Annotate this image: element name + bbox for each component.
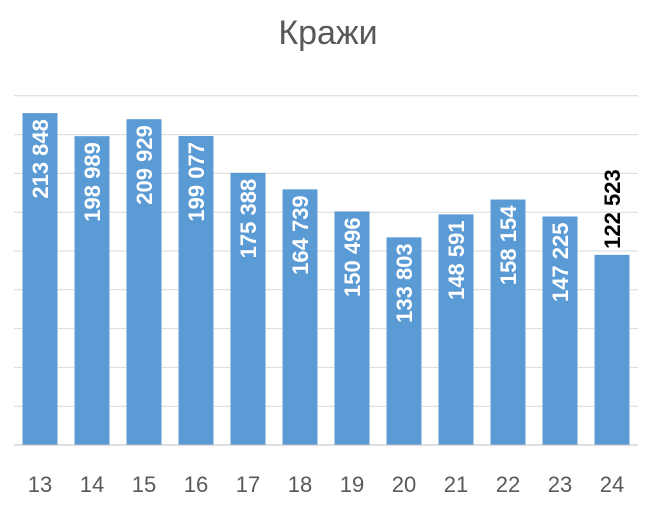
bar — [334, 211, 370, 445]
bar — [282, 189, 318, 445]
x-tick-label: 16 — [184, 472, 208, 497]
data-label: 164 739 — [288, 195, 313, 275]
bar — [74, 136, 110, 445]
x-tick-label: 18 — [288, 472, 312, 497]
x-tick-label: 20 — [392, 472, 416, 497]
x-tick-label: 22 — [496, 472, 520, 497]
x-tick-label: 23 — [548, 472, 572, 497]
x-tick-label: 13 — [28, 472, 52, 497]
data-label: 199 077 — [184, 142, 209, 222]
data-label: 175 388 — [236, 179, 261, 259]
bar — [490, 199, 526, 445]
x-tick-label: 15 — [132, 472, 156, 497]
x-tick-label: 24 — [600, 472, 624, 497]
chart-title: Кражи — [278, 14, 378, 52]
x-tick-label: 14 — [80, 472, 104, 497]
data-label: 133 803 — [392, 243, 417, 323]
x-tick-label: 21 — [444, 472, 468, 497]
data-label: 158 154 — [496, 205, 521, 285]
data-label: 213 848 — [28, 119, 53, 199]
bar — [386, 237, 422, 445]
data-label: 147 225 — [548, 223, 573, 303]
bar — [230, 172, 266, 445]
data-label: 122 523 — [600, 169, 625, 249]
data-label: 148 591 — [444, 220, 469, 300]
x-tick-label: 19 — [340, 472, 364, 497]
data-label: 198 989 — [80, 142, 105, 222]
bar — [178, 136, 214, 445]
data-label: 209 929 — [132, 125, 157, 205]
data-label: 150 496 — [340, 217, 365, 297]
bar — [542, 216, 578, 445]
bar — [22, 113, 58, 445]
bar — [594, 254, 630, 445]
bar — [126, 119, 162, 446]
x-tick-label: 17 — [236, 472, 260, 497]
bar — [438, 214, 474, 445]
